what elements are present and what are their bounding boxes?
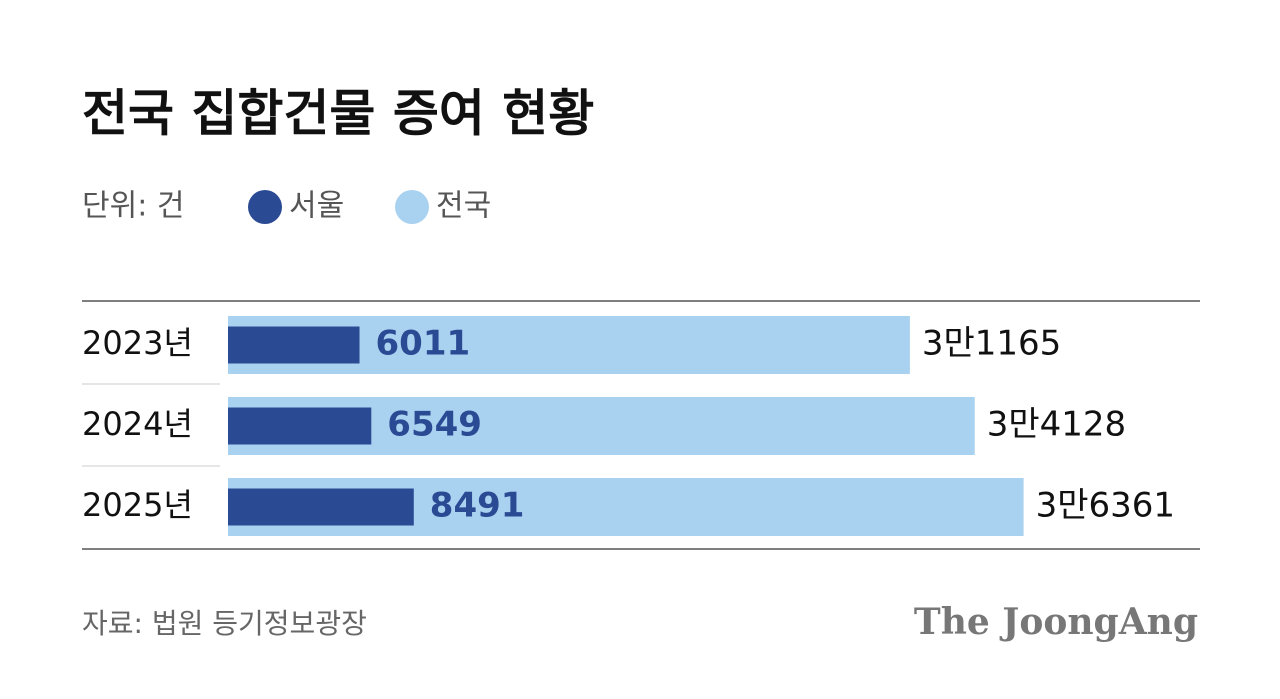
category-label: 2024년 bbox=[82, 405, 193, 443]
category-label: 2023년 bbox=[82, 324, 193, 362]
legend-label: 전국 bbox=[436, 189, 491, 224]
value-label: 6011 bbox=[376, 324, 471, 364]
value-label: 8491 bbox=[430, 486, 525, 526]
source: 자료: 법원 등기정보광장 bbox=[82, 607, 367, 640]
value-label: 6549 bbox=[387, 405, 482, 445]
bar bbox=[228, 488, 414, 526]
category-label: 2025년 bbox=[82, 486, 193, 524]
legend-swatch bbox=[248, 190, 282, 224]
chart-title: 전국 집합건물 증여 현황 bbox=[82, 85, 594, 143]
legend-swatch bbox=[395, 190, 429, 224]
legend-label: 서울 bbox=[289, 189, 344, 224]
unit-label: 단위: 건 bbox=[82, 189, 184, 224]
value-label: 3만1165 bbox=[922, 324, 1061, 364]
value-label: 3만6361 bbox=[1036, 486, 1175, 526]
value-label: 3만4128 bbox=[987, 405, 1126, 445]
brand: The JoongAng bbox=[914, 601, 1198, 643]
bar bbox=[228, 326, 360, 364]
bar bbox=[228, 407, 372, 445]
